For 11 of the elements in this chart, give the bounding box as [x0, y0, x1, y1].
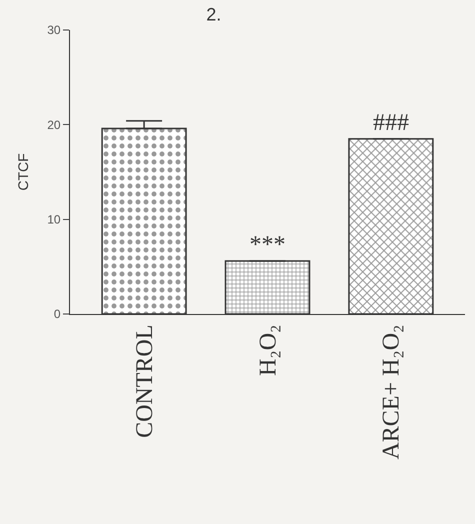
- y-axis-title: CTCF: [14, 153, 31, 191]
- x-tick-label: ARCE+ H₂O₂: [378, 324, 405, 460]
- y-tick-label: 0: [54, 307, 61, 322]
- x-tick-label: H₂O₂: [255, 324, 282, 376]
- data-label: ###: [372, 110, 409, 136]
- y-tick-label: 30: [47, 23, 61, 38]
- y-tick-label: 20: [47, 118, 61, 132]
- data-label: ***: [250, 232, 286, 258]
- y-tick-label: 10: [47, 212, 61, 227]
- x-tick-label: CONTROL: [132, 324, 158, 438]
- chart-title: 2.: [206, 4, 222, 24]
